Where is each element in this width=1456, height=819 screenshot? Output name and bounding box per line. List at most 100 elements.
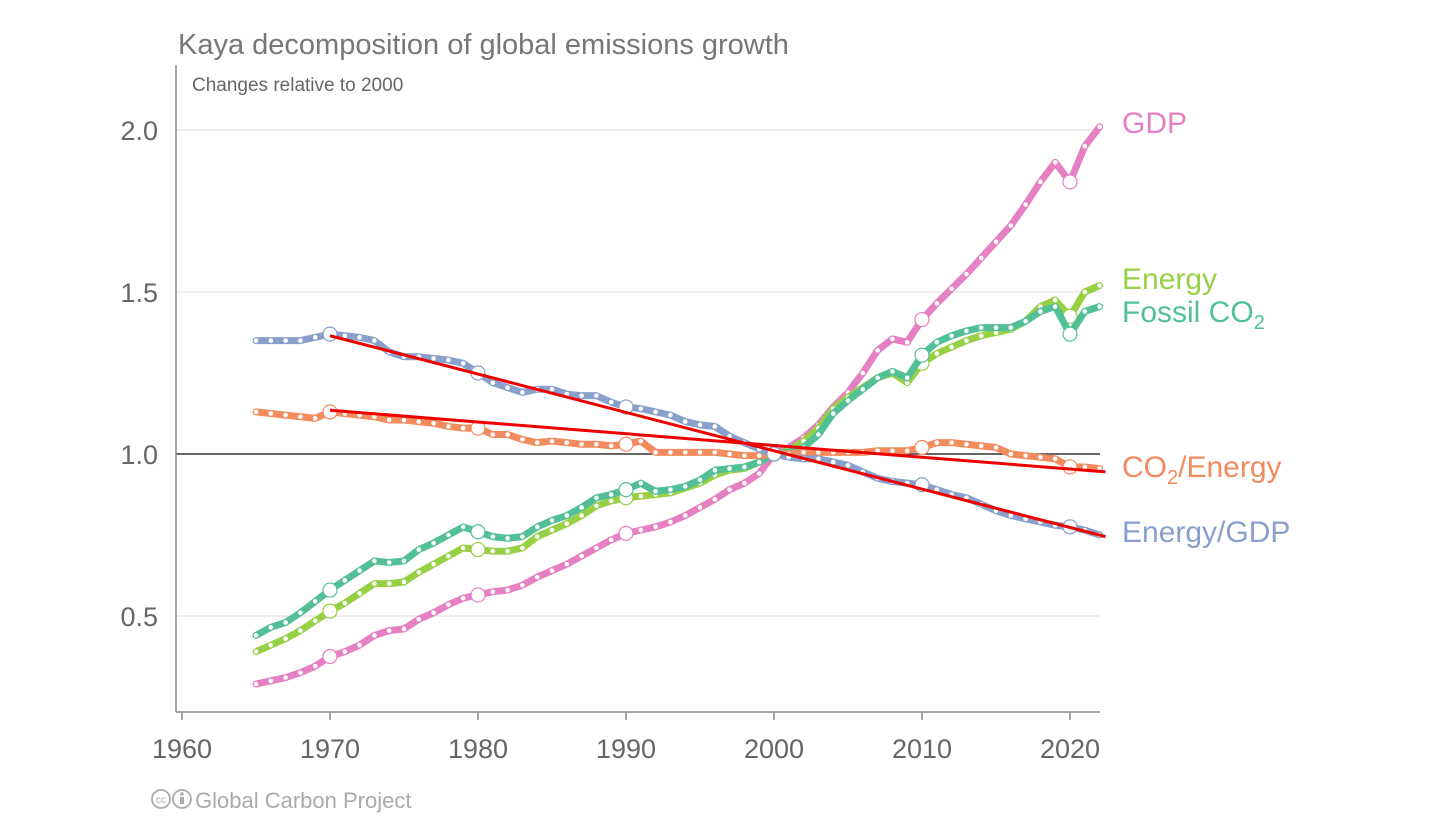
cc-icon [151, 789, 171, 809]
data-point [875, 375, 880, 381]
data-point [727, 451, 732, 457]
data-point [594, 393, 599, 398]
data-point [845, 398, 851, 403]
data-point [431, 561, 436, 567]
data-point [712, 467, 718, 473]
data-point [638, 438, 644, 444]
data-point [268, 678, 274, 684]
data-point [579, 505, 584, 510]
data-point [357, 568, 362, 573]
data-point [594, 495, 599, 501]
data-point [579, 393, 584, 398]
data-point [505, 535, 510, 541]
data-point [312, 599, 318, 604]
series-line-energy [252, 282, 1104, 656]
data-point [416, 616, 422, 622]
data-point [1008, 513, 1014, 518]
data-point [520, 390, 525, 395]
decade-point [914, 311, 930, 328]
data-point [520, 437, 525, 442]
data-point [1038, 179, 1043, 185]
data-point [372, 338, 377, 343]
x-tick-label: 1970 [300, 734, 360, 764]
data-point [372, 581, 377, 586]
data-point [1008, 223, 1014, 228]
data-point [1082, 309, 1088, 314]
decade-point [470, 587, 486, 603]
data-point [934, 351, 940, 356]
data-point [712, 497, 718, 502]
data-point [1038, 309, 1043, 314]
decade-point [322, 603, 338, 619]
data-point [638, 480, 644, 486]
series-label: Energy/GDP [1122, 516, 1290, 549]
series-label-text: Energy [1122, 263, 1217, 296]
chart-title: Kaya decomposition of global emissions g… [178, 29, 789, 61]
data-point [830, 411, 836, 416]
data-point [505, 587, 510, 593]
data-point [386, 560, 392, 565]
data-point [253, 409, 259, 415]
data-point [890, 369, 895, 374]
data-point [816, 456, 821, 462]
data-point [697, 422, 703, 428]
data-point [1097, 304, 1102, 309]
series-label-subscript: 2 [1167, 467, 1178, 489]
data-point [964, 271, 969, 277]
data-point [357, 642, 362, 648]
data-point [460, 425, 466, 431]
data-point [742, 480, 747, 486]
data-point [431, 610, 436, 616]
data-point [638, 527, 644, 533]
series-line-energy-gdp [252, 330, 1104, 539]
data-point [549, 438, 555, 444]
x-tick-label: 1980 [448, 734, 508, 764]
y-tick-label: 1.5 [120, 278, 158, 308]
data-point [830, 459, 836, 465]
data-point [534, 440, 540, 445]
data-point [446, 424, 451, 429]
data-point [949, 286, 954, 292]
data-point [1052, 297, 1058, 303]
data-point [520, 545, 525, 551]
data-point [845, 463, 851, 468]
data-point [431, 540, 436, 546]
data-point [298, 338, 303, 343]
data-point [904, 375, 910, 381]
data-point [283, 675, 288, 680]
data-point [1038, 454, 1043, 460]
data-point [993, 330, 999, 335]
data-point [253, 633, 259, 638]
y-tick-label: 2.0 [120, 116, 158, 146]
cc-icon-text: cc [156, 795, 166, 806]
data-point [253, 681, 259, 687]
data-point [549, 518, 555, 523]
data-point [904, 339, 910, 345]
data-point [594, 441, 599, 447]
data-point [579, 553, 584, 559]
data-point [1082, 143, 1088, 149]
data-point [1023, 318, 1028, 324]
data-point [1082, 464, 1088, 470]
data-point [816, 450, 821, 455]
data-point [1052, 456, 1058, 462]
data-point [756, 459, 762, 465]
data-point [904, 448, 910, 454]
data-point [993, 325, 999, 330]
decade-point [470, 524, 486, 540]
data-point [904, 380, 910, 386]
data-point [949, 333, 954, 339]
data-point [978, 333, 984, 339]
data-point [460, 524, 466, 530]
decade-point [322, 582, 338, 598]
y-tick-label: 1.0 [120, 440, 158, 470]
data-point [520, 582, 525, 588]
decade-point [618, 525, 634, 541]
data-point [564, 391, 570, 397]
data-point [564, 513, 570, 518]
decade-point [322, 326, 338, 342]
data-point [1023, 202, 1028, 207]
decade-point [914, 347, 930, 363]
data-point [401, 579, 407, 585]
data-point [268, 411, 274, 416]
